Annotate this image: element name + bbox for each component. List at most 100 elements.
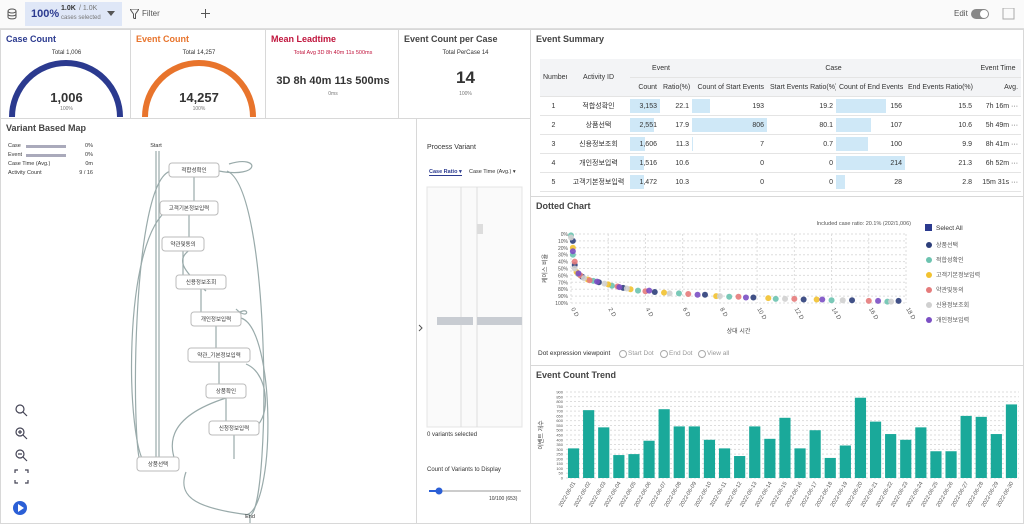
db-icon[interactable] [6,8,18,20]
cell: 21.3 [905,153,976,173]
y-tick-label: 0% [561,232,569,238]
x-tick-label: 18 D [904,307,916,322]
gauge [9,60,123,118]
y-tick-label: 10% [558,239,569,245]
node [187,347,251,363]
select-all: Select All [936,225,963,232]
legend-label: 신용정보조회 [936,301,969,309]
legend-label: 약관및동의 [936,286,964,294]
toggle[interactable] [971,8,1021,20]
dotted-chart: Dotted Chart Included case ratio: 20.1% … [530,196,1024,366]
cell-bar [836,175,846,189]
summary-table: Number Activity ID Event Case Event Time Coun… [540,59,1021,192]
panel-title: Event Summary [536,34,605,44]
pv-tab[interactable]: Case Time (Avg.) ▾ [469,169,516,175]
node-label: 신청정보입력 [219,424,249,432]
bar [824,457,836,478]
y-tick-label: 850 [556,394,563,399]
node [161,236,205,252]
bar [975,416,987,478]
dot [839,297,846,304]
y-tick-label: 250 [556,452,563,457]
pv-list [418,186,523,428]
bar [598,427,610,478]
y-tick-label: 550 [556,423,563,428]
node [168,162,220,178]
bar [749,426,761,478]
filter-icon [130,9,139,19]
dot [623,285,630,292]
selected: 1.0K [61,5,76,12]
header-row: Count Ratio(%) Count of Start Events Start … [540,77,1021,97]
cell: 156 [836,96,905,116]
cell-bar [630,175,644,189]
cell-text: 0 [829,159,833,167]
cell: 5h 49m ··· [975,115,1021,135]
cell-text: 19.2 [819,102,833,110]
cell-text: 156 [890,102,902,110]
cell: 6h 52m ··· [975,153,1021,173]
y-tick-label: 50 [559,471,564,476]
y-tick-label: 400 [556,437,563,442]
cell: 3 [540,134,567,154]
column-header: End Events Ratio(%) [905,77,976,97]
node-label: Start [150,143,162,149]
filter[interactable]: Filter [142,9,160,18]
vp-option[interactable]: View all [707,350,730,357]
legend-swatch [926,287,932,293]
bar [930,451,942,478]
slider[interactable] [427,486,522,496]
kpi-title: Mean Leadtime [271,34,337,44]
vp-label: Dot expression viewpoint [538,350,611,357]
legend-label: 고객기본정보입력 [936,271,980,279]
dot [571,265,578,272]
bar [839,445,851,478]
y-tick-label: 20% [558,246,569,252]
cell-text: 고객기본정보입력 [572,179,625,186]
cell-text: 6h 52m ··· [985,159,1019,167]
dot [828,297,835,304]
legend-label: 적합성확인 [936,256,964,264]
y-tick-label: 200 [556,456,563,461]
bar [960,415,972,478]
dot [813,296,820,303]
cell: 1,606 [630,134,660,154]
cell: 0 [692,153,767,173]
dot [616,284,623,291]
case-selector[interactable]: 100% 1.0K / 1.0K cases selected [25,2,122,26]
cell: 신용정보조회 [567,134,630,154]
dot [571,258,578,265]
node-label: 약관_기본정보입력 [197,351,241,359]
node-label: 신용정보조회 [186,278,216,286]
dot [875,297,882,304]
add[interactable] [201,9,210,18]
dot-viewpoint: Dot expression viewpoint Start Dot End D… [530,345,1024,365]
bar [703,439,716,478]
cell-bar [836,156,905,170]
stat-value: 0% [85,143,93,149]
dot [568,234,574,241]
bar [643,440,655,478]
cell-text: 5h 49m ··· [985,121,1019,129]
radios[interactable] [618,349,728,359]
caret [107,11,115,16]
pv-tab[interactable]: Case Ratio ▾ [429,169,462,176]
x-tick-label: 10 D [755,307,767,322]
node-label: 상품선택 [148,460,168,468]
cell: 806 [692,115,767,135]
event-trend: Event Count Trend 0 50 100 150 200 250 300 350 4… [530,365,1024,524]
vp-option[interactable]: Start Dot [628,350,654,357]
column-header: Ratio(%) [660,77,692,97]
checkbox[interactable] [925,224,932,231]
vp-option[interactable]: End Dot [669,350,693,357]
y-tick-label: 600 [556,418,563,423]
column-header: Number [540,59,567,97]
cell-bar [836,118,871,132]
pv-count-value: 10/100 (653) [489,496,518,502]
y-tick-label: 60% [558,273,569,279]
map-tools[interactable] [11,403,33,515]
x-tick-label: 16 D [867,307,879,322]
panel-title: Event Count Trend [536,370,617,380]
y-tick-label: 300 [556,447,563,452]
panel-title: Dotted Chart [536,201,591,211]
